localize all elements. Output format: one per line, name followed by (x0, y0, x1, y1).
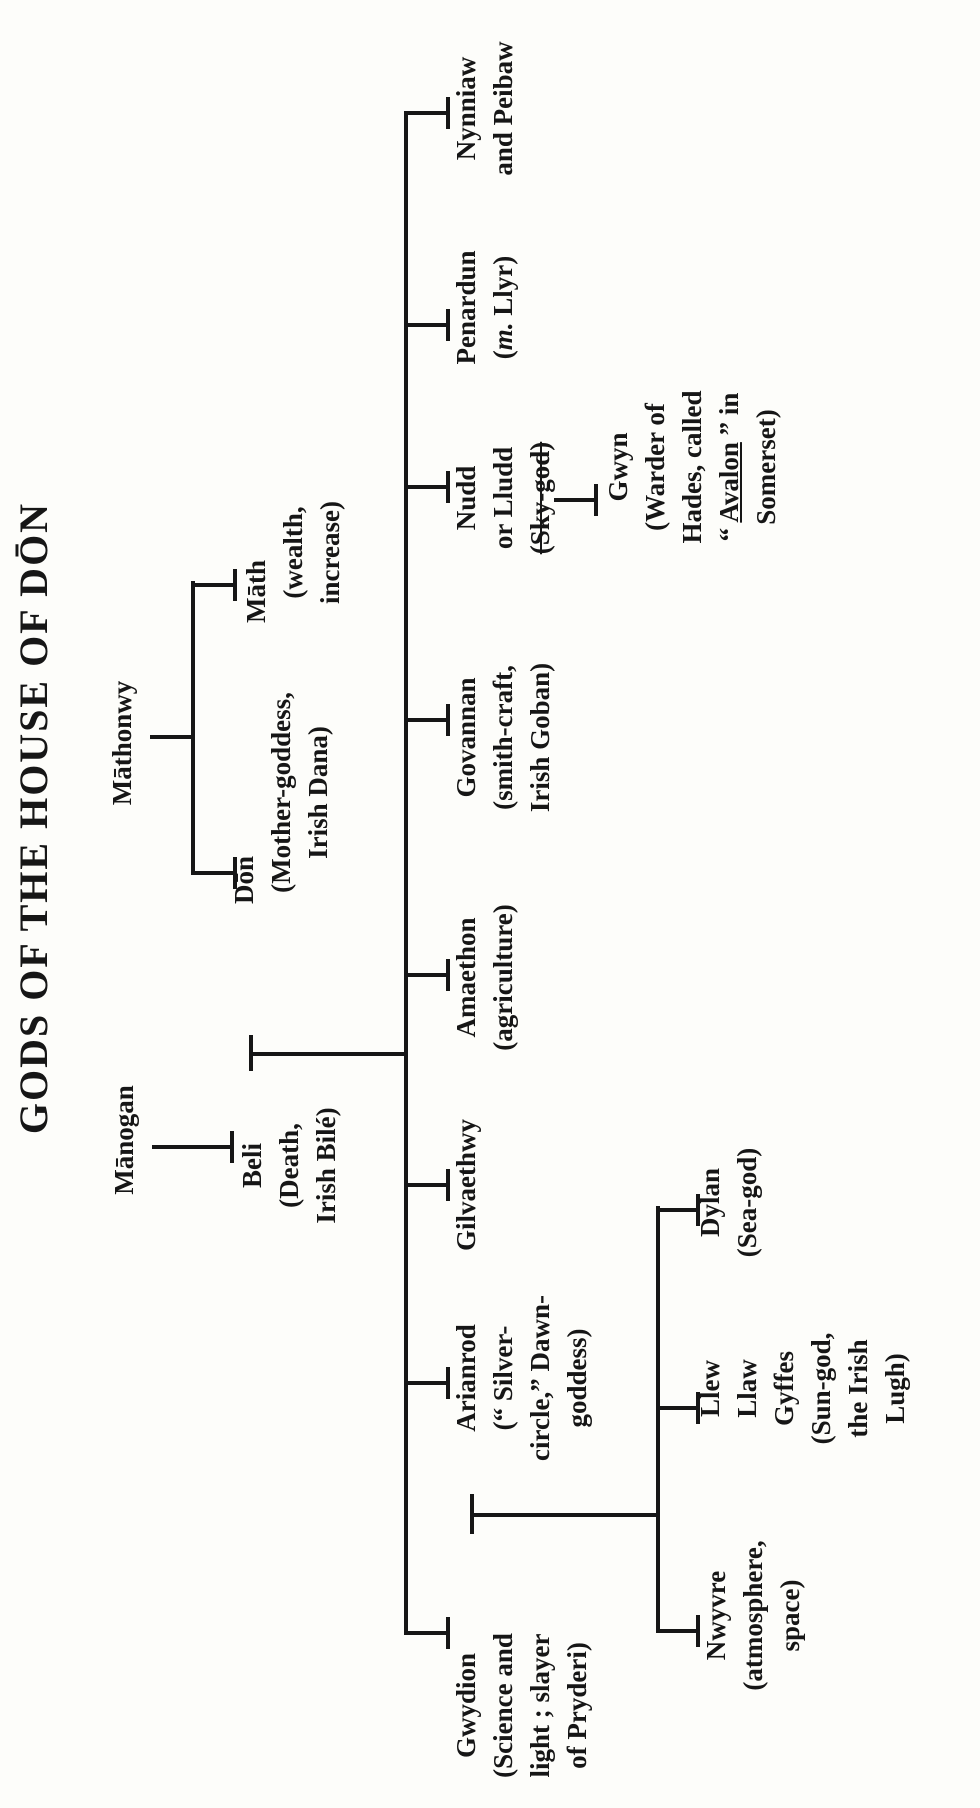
edge-to-govannan (404, 718, 450, 722)
edge-beli-don-descent (249, 1052, 408, 1056)
node-math: Māth (wealth, increase) (238, 440, 349, 665)
node-label: Beli (237, 1143, 267, 1188)
node-description: circle,” Dawn- (525, 1295, 555, 1461)
node-description: (agriculture) (488, 904, 518, 1051)
node-label: Llew (695, 1360, 725, 1417)
node-description: “ Avalon ” in (711, 352, 748, 582)
node-nynniaw-and-peibaw: Nynniaw and Peibaw (448, 1, 522, 216)
edge-to-nwyvre (656, 1629, 700, 1633)
page-title: GODS OF THE HOUSE OF DŌN (11, 501, 56, 1135)
node-dylan: Dylan (Sea-god) (692, 1105, 766, 1300)
edge-gwydion-arianrod-descent (470, 1513, 660, 1517)
node-manogan: Mānogan (106, 1040, 143, 1240)
node-label: Gyffes (769, 1351, 799, 1426)
node-nudd: Nudd or Lludd (Sky-god) (448, 408, 559, 588)
node-penardun: Penardun (m. Llyr) (448, 205, 522, 410)
node-description: (Warder of (640, 403, 670, 531)
node-description: Hades, called (677, 390, 707, 544)
node-label: Mānogan (109, 1085, 139, 1195)
node-label: Penardun (451, 250, 481, 365)
edge-bracket-to-math (191, 583, 237, 587)
avalon-underlined: Avalon (714, 442, 744, 523)
node-description: Somerset) (751, 409, 781, 525)
node-description: (atmosphere, (738, 1540, 768, 1691)
node-label: Dōn (229, 855, 259, 904)
node-gilvaethwy: Gilvaethwy (448, 1085, 485, 1285)
edge-to-nynniaw (404, 111, 450, 115)
node-label: Gwyn (603, 432, 633, 502)
node-description: of Pryderi) (562, 1642, 592, 1769)
node-nwyvre: Nwyvre (atmosphere, space) (698, 1508, 809, 1723)
spouse-name: Llyr) (488, 255, 518, 323)
node-label: Māthonwy (107, 680, 137, 806)
node-description: (“ Silver- (488, 1325, 518, 1431)
node-label: and Peibaw (488, 41, 518, 176)
edge-to-gwydion (404, 1631, 450, 1635)
node-mathonwy: Māthonwy (104, 638, 141, 848)
edge-to-penardun (404, 323, 450, 327)
node-don: Dōn (Mother-goddess, Irish Dana) (226, 675, 337, 910)
node-description: Lugh) (880, 1353, 910, 1424)
node-description: (wealth, (278, 506, 308, 599)
edge-mathonwy-bracket (191, 581, 195, 875)
node-description: (smith-craft, (488, 665, 518, 810)
node-govannan: Govannan (smith-craft, Irish Goban) (448, 625, 559, 850)
node-label: Nwyvre (701, 1570, 731, 1661)
edge-to-amaethon (404, 973, 450, 977)
edge-mathonwy-stem (150, 735, 195, 739)
edge-siblings-line-2 (656, 1206, 660, 1633)
node-amaethon: Amaethon (agriculture) (448, 875, 522, 1080)
node-arianrod: Arianrod (“ Silver- circle,” Dawn- godde… (448, 1278, 596, 1478)
paren-open: ( (488, 350, 518, 360)
node-label: Māth (241, 560, 271, 623)
node-description: the Irish (843, 1339, 873, 1438)
node-label: Llaw (732, 1359, 762, 1418)
node-label: Amaethon (451, 917, 481, 1038)
edge-siblings-line-1 (404, 111, 408, 1635)
genealogy-chart-sheet: GODS OF THE HOUSE OF DŌN Mānogan Māthonw… (0, 0, 980, 1768)
node-llew-llaw-gyffes: Llew Llaw Gyffes (Sun-god, the Irish Lug… (692, 1301, 914, 1476)
node-label: Gwydion (451, 1652, 481, 1759)
node-description: (m. Llyr) (485, 205, 522, 410)
edge-to-arianrod (404, 1381, 450, 1385)
node-description: Irish Bilé) (311, 1107, 341, 1224)
node-label: Nudd (451, 465, 481, 531)
node-label: Govannan (451, 677, 481, 798)
quote-open: “ (714, 522, 744, 542)
node-label: Dylan (695, 1167, 725, 1238)
edge-nudd-to-gwyn (554, 498, 598, 502)
node-description: Irish Dana) (303, 726, 333, 859)
married-abbreviation: m. (488, 322, 518, 351)
node-description: (Science and (488, 1633, 518, 1778)
quote-close: ” in (714, 392, 744, 443)
node-description: increase) (315, 501, 345, 604)
node-description: light ; slayer (525, 1633, 555, 1778)
edge-to-nudd (404, 485, 450, 489)
node-description: (Sun-god, (806, 1332, 836, 1445)
node-description: space) (775, 1579, 805, 1652)
node-gwydion: Gwydion (Science and light ; slayer of P… (448, 1603, 596, 1808)
edge-manogan-to-beli (152, 1145, 234, 1149)
node-beli: Beli (Death, Irish Bilé) (234, 1058, 345, 1273)
node-description: goddess) (562, 1328, 592, 1428)
edge-to-gilvaethwy (404, 1183, 450, 1187)
node-label: or Lludd (488, 446, 518, 550)
node-gwyn: Gwyn (Warder of Hades, called “ Avalon ”… (600, 352, 785, 582)
node-label: Nynniaw (451, 56, 481, 161)
node-description: Irish Goban) (525, 662, 555, 813)
node-label: Arianrod (451, 1324, 481, 1432)
node-description: (Mother-goddess, (266, 692, 296, 893)
node-description: (Sea-god) (732, 1147, 762, 1258)
node-description: (Death, (274, 1123, 304, 1208)
node-label: Gilvaethwy (451, 1119, 481, 1251)
